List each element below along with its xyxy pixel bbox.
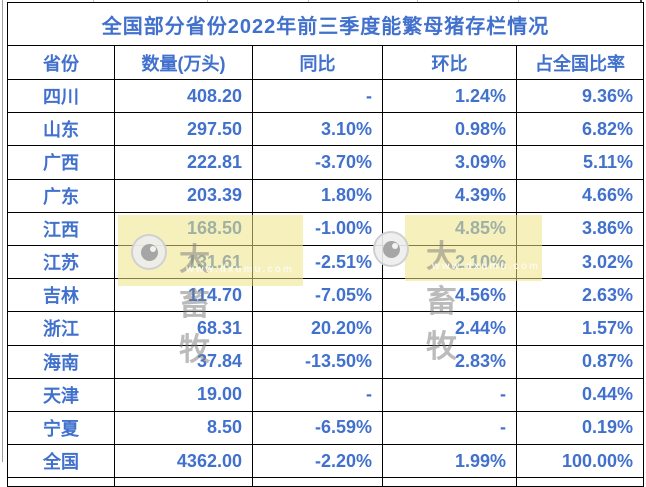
share-cell: 6.82% xyxy=(515,112,645,147)
sheet-column-gridline xyxy=(207,0,208,3)
mom-cell: 0.98% xyxy=(382,112,517,147)
mom-cell: 1.24% xyxy=(382,78,517,114)
province-cell: 四川 xyxy=(7,78,115,114)
sow-inventory-table: 全国部分省份2022年前三季度能繁母猪存栏情况 省份 数量(万头) 同比 环比 … xyxy=(6,2,645,487)
yoy-cell: -7.05% xyxy=(252,278,383,313)
share-cell: 2.63% xyxy=(515,278,645,313)
mom-cell: 2.44% xyxy=(382,311,517,346)
yoy-cell: -2.20% xyxy=(252,444,383,479)
mom-cell: 4.56% xyxy=(382,278,517,313)
province-cell: 广东 xyxy=(7,178,115,213)
header-national-share: 占全国比率 xyxy=(515,45,645,80)
quantity-cell: 37.84 xyxy=(114,344,253,379)
province-cell: 宁夏 xyxy=(7,410,115,446)
sheet-column-gridline xyxy=(93,0,94,3)
quantity-cell: 168.50 xyxy=(114,211,253,246)
table-row: 广西 222.81 -3.70% 3.09% 5.11% xyxy=(7,145,645,180)
table-row: 天津 19.00 - - 0.44% xyxy=(7,377,645,412)
province-cell: 江西 xyxy=(7,211,115,246)
mom-cell: - xyxy=(382,410,517,446)
share-cell: 3.02% xyxy=(515,244,645,280)
quantity-cell: 131.61 xyxy=(114,244,253,280)
sheet-column-gridline xyxy=(640,0,642,3)
header-mom: 环比 xyxy=(382,45,517,80)
province-cell: 广西 xyxy=(7,145,115,180)
table-row: 浙江 68.31 20.20% 2.44% 1.57% xyxy=(7,311,645,346)
sheet-column-gridline xyxy=(417,0,418,3)
mom-cell: 4.39% xyxy=(382,178,517,213)
yoy-cell: 3.10% xyxy=(252,112,383,147)
quantity-cell: 203.39 xyxy=(114,178,253,213)
mom-cell: 2.10% xyxy=(382,244,517,280)
mom-cell: 2.83% xyxy=(382,344,517,379)
table-title: 全国部分省份2022年前三季度能繁母猪存栏情况 xyxy=(6,2,645,46)
yoy-cell: - xyxy=(252,78,383,114)
sheet-column-gridline xyxy=(518,0,519,3)
yoy-cell: -13.50% xyxy=(252,344,383,379)
province-cell: 吉林 xyxy=(7,278,115,313)
share-cell: 3.86% xyxy=(515,211,645,246)
quantity-cell: 297.50 xyxy=(114,112,253,147)
table-row: 宁夏 8.50 -6.59% - 0.19% xyxy=(7,410,645,446)
share-cell: 0.19% xyxy=(515,410,645,446)
table-row-national-total: 全国 4362.00 -2.20% 1.99% 100.00% xyxy=(7,444,645,479)
province-cell: 山东 xyxy=(7,112,115,147)
mom-cell: 1.99% xyxy=(382,444,517,479)
sheet-column-gridline xyxy=(308,0,309,3)
yoy-cell: - xyxy=(252,377,383,412)
table-header-row: 省份 数量(万头) 同比 环比 占全国比率 xyxy=(7,45,645,80)
quantity-cell: 68.31 xyxy=(114,311,253,346)
province-cell: 全国 xyxy=(7,444,115,479)
sheet-left-gridline xyxy=(2,0,3,462)
share-cell: 0.44% xyxy=(515,377,645,412)
quantity-cell: 408.20 xyxy=(114,78,253,114)
table-row: 山东 297.50 3.10% 0.98% 6.82% xyxy=(7,112,645,147)
table-row: 四川 408.20 - 1.24% 9.36% xyxy=(7,78,645,114)
table-row: 江西 168.50 -1.00% 4.85% 3.86% xyxy=(7,211,645,246)
yoy-cell: -2.51% xyxy=(252,244,383,280)
yoy-cell: -3.70% xyxy=(252,145,383,180)
yoy-cell: -1.00% xyxy=(252,211,383,246)
mom-cell: - xyxy=(382,377,517,412)
province-cell: 浙江 xyxy=(7,311,115,346)
share-cell: 1.57% xyxy=(515,311,645,346)
mom-cell: 3.09% xyxy=(382,145,517,180)
header-province: 省份 xyxy=(7,45,115,80)
table-title-row: 全国部分省份2022年前三季度能繁母猪存栏情况 xyxy=(6,2,645,46)
share-cell: 4.66% xyxy=(515,178,645,213)
table-row: 海南 37.84 -13.50% 2.83% 0.87% xyxy=(7,344,645,379)
share-cell: 9.36% xyxy=(515,78,645,114)
yoy-cell: -6.59% xyxy=(252,410,383,446)
share-cell: 0.87% xyxy=(515,344,645,379)
yoy-cell: 1.80% xyxy=(252,178,383,213)
province-cell: 天津 xyxy=(7,377,115,412)
quantity-cell: 222.81 xyxy=(114,145,253,180)
header-yoy: 同比 xyxy=(252,45,383,80)
table-row: 江苏 131.61 -2.51% 2.10% 3.02% xyxy=(7,244,645,280)
quantity-cell: 19.00 xyxy=(114,377,253,412)
header-quantity: 数量(万头) xyxy=(114,45,253,80)
share-cell: 5.11% xyxy=(515,145,645,180)
table-row: 广东 203.39 1.80% 4.39% 4.66% xyxy=(7,178,645,213)
partial-next-row xyxy=(7,477,645,487)
mom-cell: 4.85% xyxy=(382,211,517,246)
quantity-cell: 4362.00 xyxy=(114,444,253,479)
share-cell: 100.00% xyxy=(515,444,645,479)
table-row: 吉林 114.70 -7.05% 4.56% 2.63% xyxy=(7,278,645,313)
province-cell: 江苏 xyxy=(7,244,115,280)
province-cell: 海南 xyxy=(7,344,115,379)
quantity-cell: 8.50 xyxy=(114,410,253,446)
quantity-cell: 114.70 xyxy=(114,278,253,313)
yoy-cell: 20.20% xyxy=(252,311,383,346)
